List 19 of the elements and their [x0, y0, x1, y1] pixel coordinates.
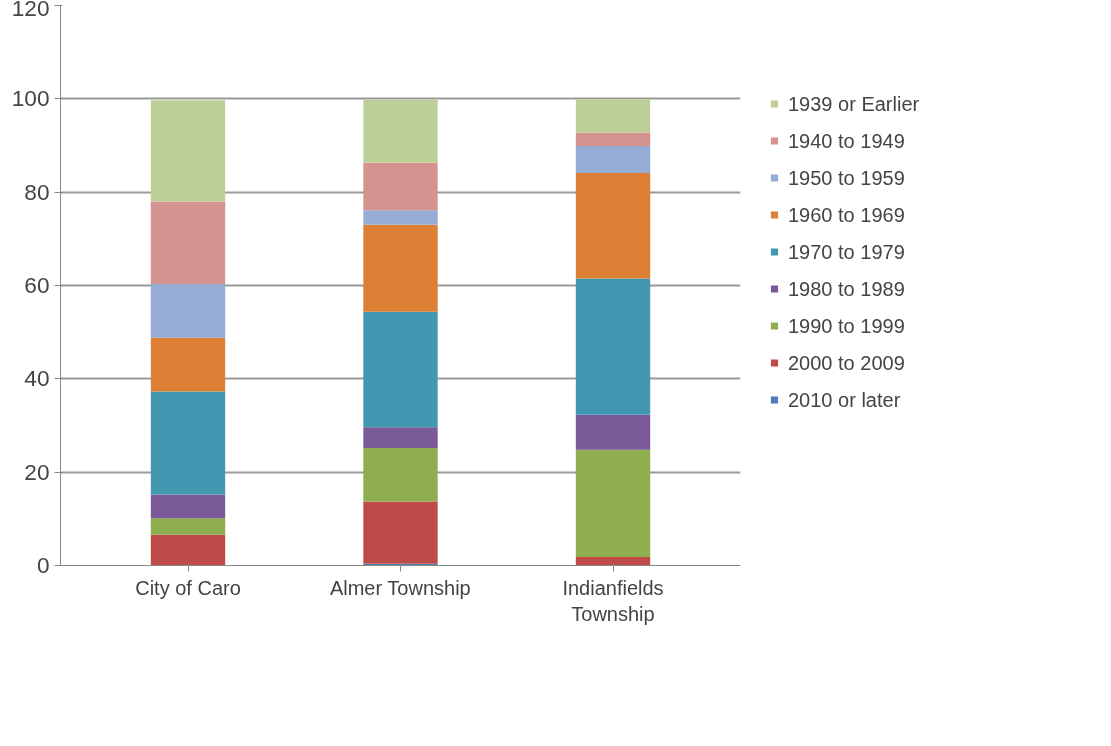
- y-tick-label: 80: [24, 178, 50, 205]
- x-tick-label: Almer Township: [329, 576, 471, 599]
- legend-label: 1990 to 1999: [788, 314, 905, 337]
- legend-label: 1970 to 1979: [788, 240, 905, 263]
- legend-label: 1960 to 1969: [788, 203, 905, 226]
- y-tick-label: 120: [11, 0, 50, 21]
- x-tick-label: Indianfields Township: [562, 576, 664, 625]
- y-tick-label: 60: [24, 272, 50, 298]
- legend-label: 2010 or later: [788, 388, 901, 411]
- legend-label: 1939 or Earlier: [788, 92, 920, 115]
- y-tick-label: 40: [24, 365, 50, 392]
- y-tick-label: 100: [11, 85, 50, 112]
- legend-label: 1950 to 1959: [788, 166, 905, 189]
- legend-label: 2000 to 2009: [788, 351, 905, 374]
- y-tick-label: 20: [24, 458, 50, 485]
- y-tick-label: 0: [36, 552, 50, 578]
- x-tick-label: City of Caro: [135, 576, 241, 599]
- legend-label: 1940 to 1949: [788, 129, 905, 152]
- legend-label: 1980 to 1989: [788, 277, 905, 300]
